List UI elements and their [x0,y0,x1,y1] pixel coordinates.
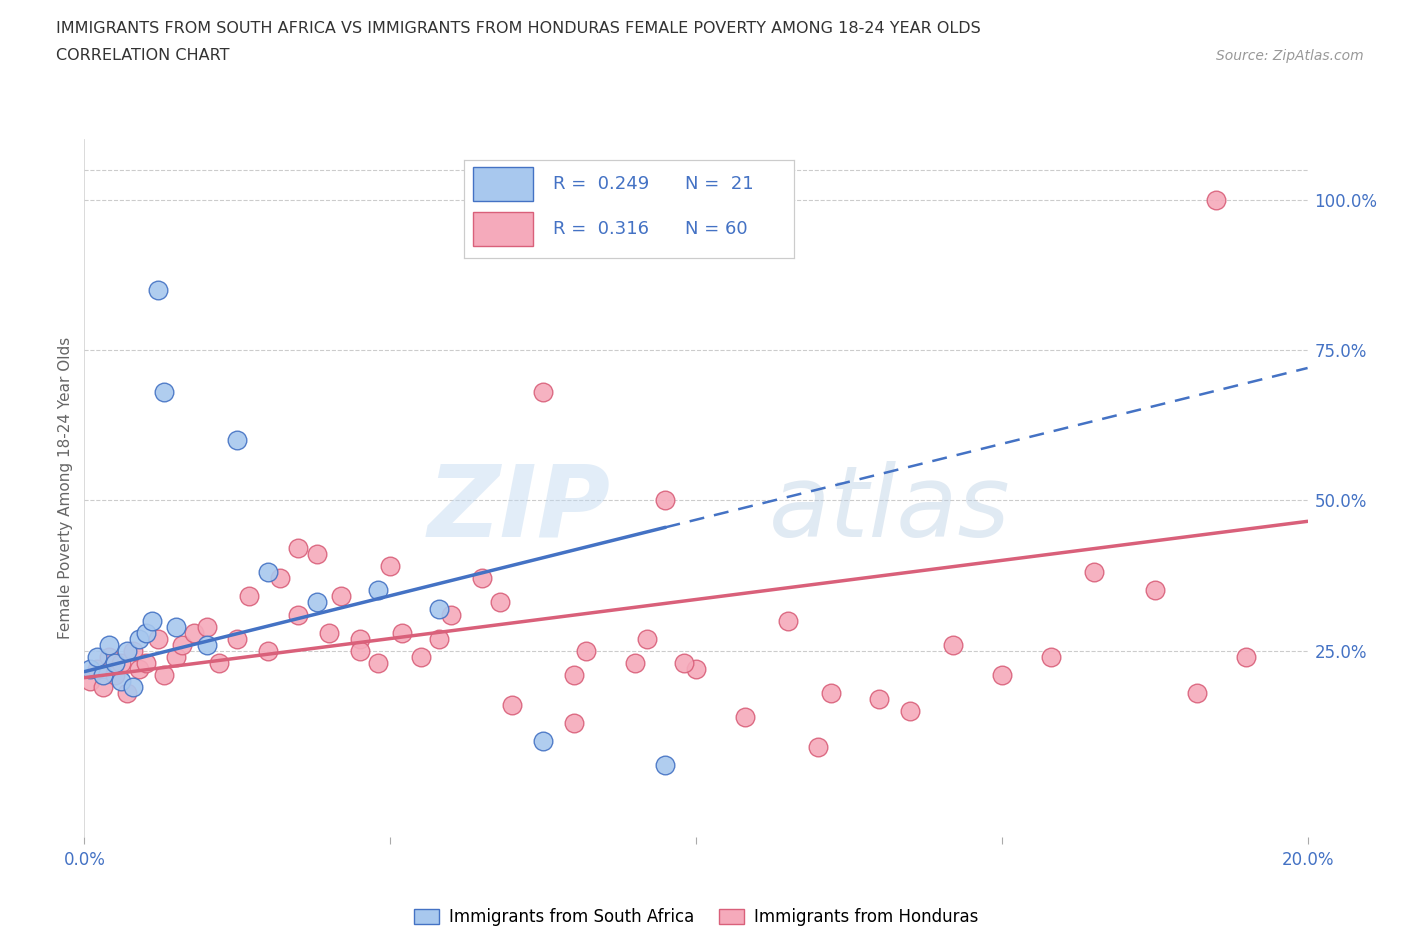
Point [869,691,891,706]
Point [115,644,138,658]
Point [110,673,132,688]
Point [208,656,231,671]
Point [97,637,120,652]
Point [898,703,921,718]
Point [349,644,371,658]
Point [141,613,163,628]
Point [104,667,127,682]
Point [86,649,108,664]
Text: Source: ZipAtlas.com: Source: ZipAtlas.com [1216,49,1364,63]
Point [257,644,280,658]
Point [654,493,676,508]
Point [636,631,658,646]
Point [471,571,494,586]
Point [146,631,169,646]
Point [79,661,101,676]
Point [195,637,218,652]
Point [135,625,157,640]
Point [153,385,176,400]
Point [305,595,328,610]
Point [562,667,585,682]
Point [1083,565,1105,580]
Point [685,661,707,676]
Point [79,673,101,688]
Point [287,607,309,622]
Point [86,661,108,676]
Point [391,625,413,640]
Point [165,619,187,634]
Legend: Immigrants from South Africa, Immigrants from Honduras: Immigrants from South Africa, Immigrants… [406,901,986,930]
Point [349,631,371,646]
Point [531,734,554,749]
Point [195,619,218,634]
Point [367,656,389,671]
Point [330,589,353,604]
Point [135,656,157,671]
Point [734,710,756,724]
Text: IMMIGRANTS FROM SOUTH AFRICA VS IMMIGRANTS FROM HONDURAS FEMALE POVERTY AMONG 18: IMMIGRANTS FROM SOUTH AFRICA VS IMMIGRAN… [56,20,981,35]
Point [807,739,830,754]
Point [942,637,965,652]
Point [183,625,205,640]
Point [226,432,249,447]
Point [97,649,120,664]
Point [122,644,145,658]
Point [1236,649,1258,664]
Point [654,757,676,772]
Point [409,649,432,664]
Point [305,547,328,562]
Point [257,565,280,580]
Point [1187,685,1209,700]
Point [238,589,260,604]
Point [91,679,114,694]
Point [110,656,132,671]
Point [672,656,695,671]
Point [269,571,291,586]
Point [440,607,463,622]
Point [1205,193,1227,207]
Point [991,667,1014,682]
Point [1143,583,1166,598]
Point [1039,649,1062,664]
Point [146,283,169,298]
Point [172,637,194,652]
Point [427,601,450,616]
Point [122,679,145,694]
Point [380,559,402,574]
Point [115,685,138,700]
Point [776,613,799,628]
Y-axis label: Female Poverty Among 18-24 Year Olds: Female Poverty Among 18-24 Year Olds [58,338,73,640]
Point [489,595,512,610]
Point [318,625,340,640]
Point [367,583,389,598]
Point [91,667,114,682]
Point [502,698,524,712]
Point [575,644,598,658]
Point [287,541,309,556]
Text: ZIP: ZIP [427,460,610,558]
Point [128,661,150,676]
Point [128,631,150,646]
Point [226,631,249,646]
Point [165,649,187,664]
Point [624,656,647,671]
Point [104,656,127,671]
Point [531,385,554,400]
Point [562,715,585,730]
Point [153,667,176,682]
Point [820,685,842,700]
Point [427,631,450,646]
Text: atlas: atlas [769,460,1011,558]
Text: CORRELATION CHART: CORRELATION CHART [56,48,229,63]
